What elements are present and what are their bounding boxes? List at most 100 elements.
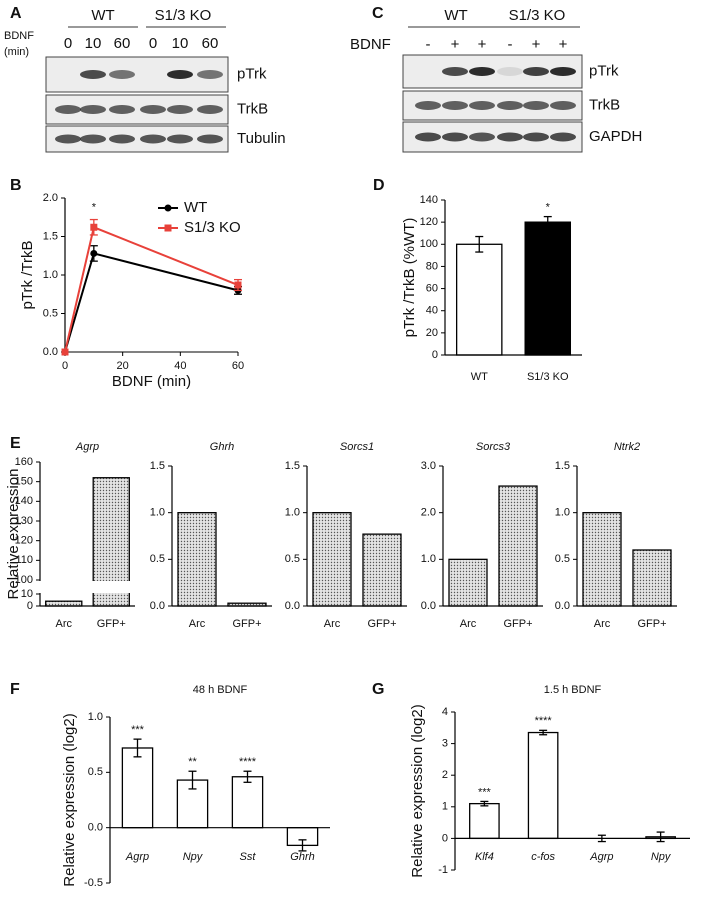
y-tick-label: 0.0 <box>43 346 58 358</box>
legend-marker <box>164 224 172 232</box>
chart-title: Agrp <box>75 441 99 453</box>
group-label: S1/3 KO <box>509 7 566 24</box>
y-tick-label: 10 <box>21 588 33 600</box>
x-tick-label: Ghrh <box>290 851 314 863</box>
y-tick-label: 110 <box>15 554 33 566</box>
lane-label: 0 <box>149 35 157 52</box>
y-tick-label: 140 <box>420 194 438 206</box>
panel-label: F <box>10 681 20 698</box>
y-tick-label: 1.0 <box>555 507 570 519</box>
x-tick-label: 0 <box>62 360 68 372</box>
treatment-label: (min) <box>4 46 29 58</box>
row-label: Tubulin <box>237 130 286 147</box>
y-tick-label: 3 <box>442 738 448 750</box>
y-tick-label: 4 <box>442 706 448 718</box>
y-tick-label: 0.0 <box>421 600 436 612</box>
panel-label: C <box>372 5 384 22</box>
y-axis-label: pTrk /TrkB <box>19 241 36 310</box>
blot-band <box>497 67 523 76</box>
x-tick-label: 20 <box>117 360 129 372</box>
blot-band <box>469 67 495 76</box>
x-tick-label: 60 <box>232 360 244 372</box>
point <box>90 249 98 257</box>
x-tick-label: 40 <box>174 360 186 372</box>
x-tick-label: Agrp <box>125 851 149 863</box>
lane-label: 10 <box>172 35 189 52</box>
blot-band <box>415 132 441 142</box>
blot-band <box>550 101 576 110</box>
y-tick-label: 1.0 <box>88 711 103 723</box>
bar <box>45 600 83 607</box>
x-tick-label: GFP+ <box>367 618 396 630</box>
panel-label: A <box>10 5 22 22</box>
y-tick-label: 1.5 <box>285 460 300 472</box>
blot-band <box>469 101 495 110</box>
bar <box>632 549 672 607</box>
bar <box>362 533 402 607</box>
x-tick-label: Arc <box>56 618 73 630</box>
blot-band <box>442 101 468 110</box>
chart-title: Ntrk2 <box>614 441 640 453</box>
x-tick-label: GFP+ <box>232 618 261 630</box>
x-tick-label: GFP+ <box>637 618 666 630</box>
blot-band <box>550 67 576 76</box>
x-tick-label: GFP+ <box>97 618 126 630</box>
y-tick-label: 1 <box>442 801 448 813</box>
bar <box>448 558 488 607</box>
y-tick-label: 150 <box>15 476 33 488</box>
x-tick-label: Arc <box>189 618 206 630</box>
axis-break-gap <box>34 581 135 593</box>
y-tick-label: 1.0 <box>43 269 58 281</box>
blot-band <box>80 105 106 114</box>
lane-label: 60 <box>202 35 219 52</box>
blot-band <box>197 134 223 144</box>
blot-band <box>80 134 106 144</box>
blot-band <box>415 101 441 110</box>
y-tick-label: 0.0 <box>555 600 570 612</box>
series-line <box>64 252 239 353</box>
x-tick-label: Npy <box>651 851 672 863</box>
annotation: *** <box>478 786 492 798</box>
row-label: pTrk <box>589 62 619 79</box>
y-tick-label: 0.5 <box>555 553 570 565</box>
row-label: TrkB <box>589 96 620 113</box>
row-label: TrkB <box>237 100 268 117</box>
lane-label: + <box>532 36 541 53</box>
y-axis-label: Relative expression (log2) <box>61 713 78 886</box>
blot-band <box>523 101 549 110</box>
legend-label: WT <box>184 199 207 216</box>
y-tick-label: 100 <box>15 574 33 586</box>
y-tick-label: 1.5 <box>43 230 58 242</box>
x-tick-label: Npy <box>183 851 204 863</box>
annotation: * <box>546 202 551 214</box>
y-tick-label: 2 <box>442 769 448 781</box>
point <box>90 223 98 231</box>
blot-band <box>523 132 549 142</box>
lane-label: 0 <box>64 35 72 52</box>
y-tick-label: 2.0 <box>43 192 58 204</box>
y-tick-label: 3.0 <box>421 460 436 472</box>
group-label: S1/3 KO <box>155 7 212 24</box>
blot-band <box>197 70 223 79</box>
y-tick-label: 40 <box>426 305 438 317</box>
blot-band <box>55 134 81 144</box>
y-tick-label: 120 <box>15 535 33 547</box>
x-tick-label: Agrp <box>589 851 613 863</box>
y-tick-label: 20 <box>426 327 438 339</box>
y-tick-label: 160 <box>15 456 33 468</box>
legend-marker <box>164 204 172 212</box>
legend-label: S1/3 KO <box>184 219 241 236</box>
chart-title: Ghrh <box>210 441 234 453</box>
row-label: GAPDH <box>589 128 642 145</box>
y-tick-label: 1.0 <box>421 553 436 565</box>
bar <box>527 731 559 840</box>
blot-band <box>197 105 223 114</box>
annotation: **** <box>535 715 553 727</box>
x-tick-label: c-fos <box>531 851 555 863</box>
treatment-label: BDNF <box>350 36 391 53</box>
y-axis-label: Relative expression (log2) <box>409 704 426 877</box>
bar <box>582 512 622 607</box>
point <box>61 348 69 356</box>
blot-band <box>442 132 468 142</box>
blot-band <box>109 134 135 144</box>
